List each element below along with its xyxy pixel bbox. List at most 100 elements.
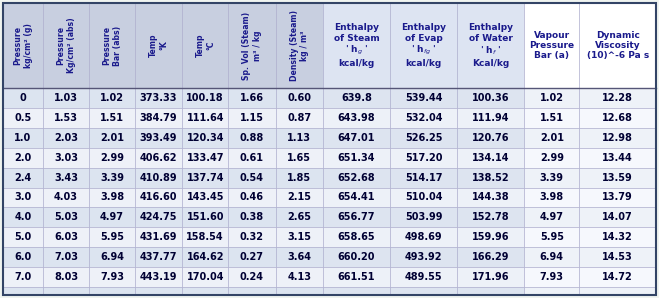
- Bar: [43, 227, 89, 247]
- Bar: [457, 227, 524, 247]
- Text: 6.0: 6.0: [14, 252, 32, 262]
- Text: 137.74: 137.74: [186, 173, 224, 183]
- Text: 6.94: 6.94: [100, 252, 124, 262]
- Bar: [579, 247, 656, 267]
- Bar: [135, 3, 183, 88]
- Text: 134.14: 134.14: [472, 153, 509, 163]
- Text: 111.64: 111.64: [186, 113, 224, 123]
- Text: 3.98: 3.98: [100, 193, 124, 202]
- Bar: [524, 247, 579, 267]
- Text: 4.13: 4.13: [287, 272, 311, 282]
- Text: 489.55: 489.55: [405, 272, 442, 282]
- Bar: [390, 148, 457, 167]
- Text: 437.77: 437.77: [140, 252, 177, 262]
- Bar: [135, 267, 183, 287]
- Bar: [579, 187, 656, 207]
- Bar: [275, 227, 323, 247]
- Bar: [457, 167, 524, 187]
- Bar: [524, 267, 579, 287]
- Bar: [579, 128, 656, 148]
- Bar: [89, 187, 135, 207]
- Text: 0.5: 0.5: [14, 113, 32, 123]
- Bar: [3, 247, 43, 267]
- Text: 539.44: 539.44: [405, 93, 442, 103]
- Text: 152.78: 152.78: [472, 212, 509, 222]
- Text: 158.54: 158.54: [186, 232, 224, 242]
- Text: 7.93: 7.93: [100, 272, 124, 282]
- Bar: [228, 267, 275, 287]
- Bar: [457, 88, 524, 108]
- Bar: [524, 187, 579, 207]
- Text: Enthalpy
of Steam
' h$_g$ '
kcal/kg: Enthalpy of Steam ' h$_g$ ' kcal/kg: [333, 23, 380, 68]
- Bar: [228, 247, 275, 267]
- Text: Enthalpy
of Evap
' h$_{fg}$ '
kcal/kg: Enthalpy of Evap ' h$_{fg}$ ' kcal/kg: [401, 23, 446, 68]
- Text: 2.99: 2.99: [100, 153, 124, 163]
- Bar: [89, 88, 135, 108]
- Bar: [89, 108, 135, 128]
- Text: 151.60: 151.60: [186, 212, 224, 222]
- Bar: [457, 148, 524, 167]
- Text: 498.69: 498.69: [405, 232, 442, 242]
- Bar: [275, 128, 323, 148]
- Bar: [43, 108, 89, 128]
- Bar: [3, 88, 43, 108]
- Text: 1.85: 1.85: [287, 173, 311, 183]
- Text: 13.59: 13.59: [602, 173, 633, 183]
- Text: 14.72: 14.72: [602, 272, 633, 282]
- Bar: [323, 187, 390, 207]
- Text: 393.49: 393.49: [140, 133, 177, 143]
- Bar: [457, 3, 524, 88]
- Text: 532.04: 532.04: [405, 113, 442, 123]
- Bar: [524, 148, 579, 167]
- Text: 3.98: 3.98: [540, 193, 564, 202]
- Text: 526.25: 526.25: [405, 133, 442, 143]
- Bar: [275, 108, 323, 128]
- Bar: [323, 108, 390, 128]
- Text: 0.87: 0.87: [287, 113, 311, 123]
- Bar: [579, 148, 656, 167]
- Bar: [390, 88, 457, 108]
- Text: 1.51: 1.51: [100, 113, 124, 123]
- Bar: [43, 167, 89, 187]
- Text: 2.4: 2.4: [14, 173, 32, 183]
- Text: 0.24: 0.24: [240, 272, 264, 282]
- Text: 120.34: 120.34: [186, 133, 224, 143]
- Text: 1.65: 1.65: [287, 153, 311, 163]
- Text: 424.75: 424.75: [140, 212, 177, 222]
- Bar: [323, 247, 390, 267]
- Bar: [323, 88, 390, 108]
- Text: 8.03: 8.03: [54, 272, 78, 282]
- Text: 0.38: 0.38: [240, 212, 264, 222]
- Text: 510.04: 510.04: [405, 193, 442, 202]
- Text: Pressure
kg/cm² (g): Pressure kg/cm² (g): [13, 23, 33, 68]
- Bar: [135, 227, 183, 247]
- Text: Density (Steam)
kg / m³: Density (Steam) kg / m³: [289, 10, 309, 81]
- Text: 1.02: 1.02: [540, 93, 564, 103]
- Bar: [323, 3, 390, 88]
- Text: 373.33: 373.33: [140, 93, 177, 103]
- Text: 120.76: 120.76: [472, 133, 509, 143]
- Bar: [89, 148, 135, 167]
- Bar: [524, 88, 579, 108]
- Bar: [275, 247, 323, 267]
- Bar: [457, 267, 524, 287]
- Bar: [43, 207, 89, 227]
- Text: 384.79: 384.79: [140, 113, 177, 123]
- Text: 7.93: 7.93: [540, 272, 564, 282]
- Text: 1.13: 1.13: [287, 133, 311, 143]
- Bar: [275, 287, 323, 295]
- Text: 4.97: 4.97: [100, 212, 124, 222]
- Text: 7.0: 7.0: [14, 272, 32, 282]
- Bar: [457, 187, 524, 207]
- Text: 410.89: 410.89: [140, 173, 177, 183]
- Text: 643.98: 643.98: [337, 113, 375, 123]
- Bar: [135, 128, 183, 148]
- Bar: [579, 167, 656, 187]
- Text: Vapour
Pressure
Bar (a): Vapour Pressure Bar (a): [529, 31, 575, 60]
- Bar: [3, 148, 43, 167]
- Text: 431.69: 431.69: [140, 232, 177, 242]
- Bar: [43, 3, 89, 88]
- Bar: [457, 247, 524, 267]
- Text: 1.51: 1.51: [540, 113, 564, 123]
- Bar: [135, 167, 183, 187]
